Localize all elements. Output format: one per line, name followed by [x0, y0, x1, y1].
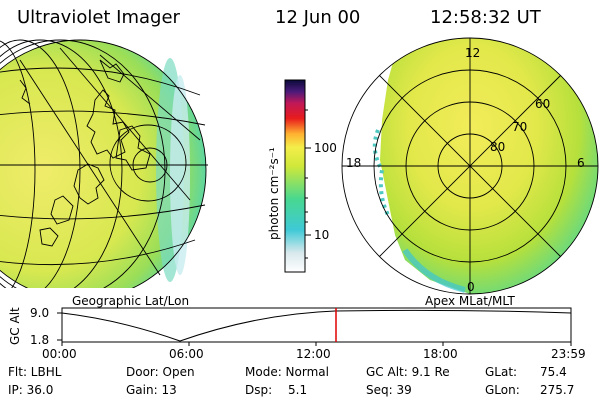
status-mode: Mode: Normal [245, 365, 329, 379]
mlt-label-0: 0 [467, 280, 475, 294]
date-label: 12 Jun 00 [275, 7, 361, 28]
mlat-label-70: 70 [512, 120, 528, 134]
xtick-0600: 06:00 [169, 347, 204, 361]
xtick-0000: 00:00 [42, 347, 77, 361]
colorbar-tick-100: 100 [314, 141, 337, 155]
time-label: 12:58:32 UT [430, 7, 541, 28]
right-panel-caption: Apex MLat/MLT [425, 294, 515, 308]
status-door: Door: Open [126, 365, 195, 379]
geographic-image [0, 39, 208, 288]
status-glat-value: 75.4 [540, 365, 567, 379]
colorbar [284, 79, 311, 273]
mlat-label-80: 80 [490, 140, 506, 154]
status-glon: GLon: [485, 383, 520, 397]
status-gc-alt: GC Alt: 9.1 Re [366, 365, 450, 379]
colorbar-tick-10: 10 [314, 228, 330, 242]
mlt-label-12: 12 [465, 46, 481, 60]
status-gain: Gain: 13 [126, 383, 177, 397]
left-panel-caption: Geographic Lat/Lon [72, 294, 190, 308]
altitude-ytick-bottom: 1.8 [30, 333, 50, 347]
instrument-title: Ultraviolet Imager [17, 7, 180, 28]
xtick-1800: 18:00 [423, 347, 458, 361]
altitude-ytick-top: 9.0 [30, 306, 50, 320]
xtick-2359: 23:59 [551, 347, 586, 361]
status-ip: IP: 36.0 [8, 383, 54, 397]
colorbar-unit-label: photon cm⁻²s⁻¹ [267, 147, 281, 240]
status-flt: Flt: LBHL [8, 365, 62, 379]
altitude-ylabel: GC Alt [8, 307, 22, 345]
status-dsp: Dsp: [245, 383, 273, 397]
xtick-1200: 12:00 [296, 347, 331, 361]
status-dsp-value: 5.1 [288, 383, 308, 397]
status-seq: Seq: 39 [366, 383, 412, 397]
status-glon-value: 275.7 [540, 383, 575, 397]
mlt-label-18: 18 [346, 156, 362, 170]
status-glat: GLat: [485, 365, 518, 379]
polar-image [341, 37, 599, 295]
mlat-label-60: 60 [535, 97, 551, 111]
mlt-label-6: 6 [577, 156, 585, 170]
altitude-plot [57, 307, 572, 346]
